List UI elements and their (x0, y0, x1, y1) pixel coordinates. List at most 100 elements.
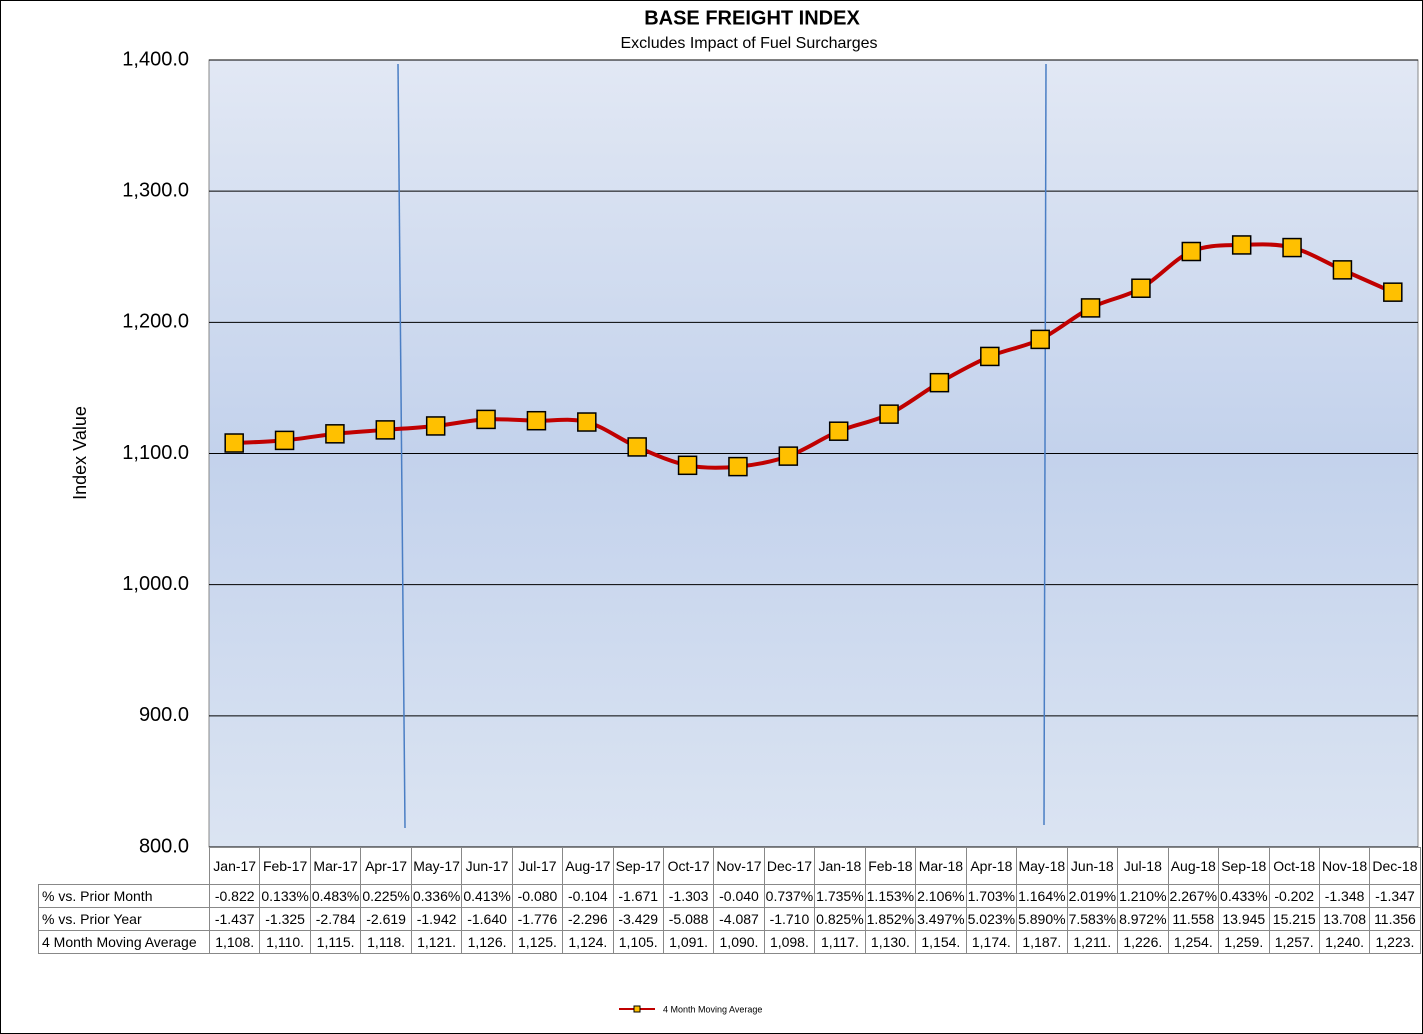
data-label: 1,117. (814, 930, 866, 954)
data-label: 1,098. (763, 930, 816, 954)
x-tick-label: May-17 (410, 847, 463, 885)
x-tick-label: Jun-17 (461, 847, 513, 885)
x-tick-label: Feb-18 (864, 847, 917, 885)
data-label: 1,108. (208, 930, 261, 954)
table-cell: -1.942 (410, 907, 463, 931)
table-cell: 1.703% (965, 884, 1018, 908)
data-point (476, 409, 496, 430)
x-tick-label: Jun-18 (1066, 847, 1119, 885)
table-cell: -0.040 (713, 884, 765, 908)
table-cell: -1.671 (612, 884, 664, 908)
data-table: Jan-17 Feb-17 Mar-17 Apr-17 May-17 Jun-17 Jul-… (38, 847, 1421, 954)
table-cell: -1.437 (208, 907, 261, 931)
data-point (425, 416, 446, 436)
x-tick-label: Jan-17 (208, 847, 261, 885)
data-point (879, 404, 899, 424)
data-point (778, 446, 799, 466)
data-point (929, 372, 950, 393)
x-tick-label: Oct-17 (662, 847, 715, 885)
data-point (526, 410, 547, 431)
x-tick-label: Nov-17 (713, 847, 765, 885)
x-tick-label: Feb-17 (259, 847, 311, 885)
table-cell: -1.325 (259, 907, 311, 931)
y-tick-label: 1,100.0 (122, 442, 189, 464)
data-label: 1,226. (1117, 930, 1169, 954)
series (224, 235, 1403, 477)
table-cell: -5.088 (662, 907, 715, 931)
table-cell: 1.852% (864, 907, 917, 931)
table-cell: 1.153% (864, 884, 917, 908)
data-label: 1,126. (461, 930, 513, 954)
table-cell: 8.972% (1117, 907, 1169, 931)
table-cell: 11.356 (1369, 907, 1421, 931)
table-cell: 3.497% (915, 907, 967, 931)
data-label: 1,125. (511, 930, 564, 954)
table-cell: 0.825% (814, 907, 866, 931)
data-label: 1,091. (662, 930, 715, 954)
chart-title: BASE FREIGHT INDEX (644, 7, 860, 29)
x-tick-label: Dec-18 (1369, 847, 1421, 885)
data-point (1131, 278, 1151, 298)
table-corner (39, 848, 210, 885)
data-point (1181, 241, 1202, 262)
table-cell: 0.483% (309, 884, 362, 908)
x-tick-label: Oct-18 (1268, 847, 1320, 885)
data-point (1030, 329, 1050, 350)
table-cell: -1.776 (511, 907, 564, 931)
table-cell: -1.303 (662, 884, 715, 908)
x-tick-label: Aug-17 (562, 847, 614, 885)
row-label: % vs. Prior Month (38, 884, 210, 908)
table-cell: 13.945 (1218, 907, 1270, 931)
y-axis-label: Index Value (70, 406, 90, 500)
row-label: 4 Month Moving Average (38, 930, 210, 954)
table-cell: 0.133% (259, 884, 311, 908)
table-cell: 7.583% (1066, 907, 1119, 931)
data-point (828, 421, 849, 441)
data-label: 1,130. (864, 930, 917, 954)
data-point (980, 346, 1000, 367)
table-row: % vs. Prior Month -0.822 0.133% 0.483% 0.225… (38, 884, 1421, 908)
x-tick-label: Sep-17 (612, 847, 664, 885)
x-tick-label: Sep-18 (1218, 847, 1270, 885)
table-cell: 2.267% (1167, 884, 1220, 908)
x-tick-label: May-18 (1016, 847, 1068, 885)
x-tick-label: Jul-18 (1117, 847, 1169, 885)
table-cell: 0.737% (763, 884, 816, 908)
table-row: 4 Month Moving Average 1,108. 1,110. 1,115.… (38, 930, 1421, 954)
data-label: 1,257. (1268, 930, 1320, 954)
table-cell: 0.433% (1218, 884, 1270, 908)
table-cell: -1.710 (763, 907, 816, 931)
table-cell: -0.104 (562, 884, 614, 908)
data-label: 1,118. (360, 930, 412, 954)
row-label: % vs. Prior Year (38, 907, 210, 931)
table-cell: -1.640 (461, 907, 513, 931)
data-point (274, 430, 295, 451)
table-cell: 1.164% (1016, 884, 1068, 908)
data-point (627, 437, 647, 457)
table-row: Jan-17 Feb-17 Mar-17 Apr-17 May-17 Jun-17 Jul-… (39, 847, 1421, 885)
table-cell: 15.215 (1268, 907, 1320, 931)
x-tick-label: Jan-18 (814, 847, 866, 885)
data-point (1080, 298, 1101, 318)
table-cell: 11.558 (1167, 907, 1220, 931)
y-tick-label: 1,300.0 (122, 179, 189, 201)
table-cell: 1.735% (814, 884, 866, 908)
data-point (224, 433, 244, 453)
data-point (325, 424, 345, 444)
x-tick-label: Dec-17 (763, 847, 816, 885)
x-tick-label: Mar-18 (915, 847, 967, 885)
data-label: 1,254. (1167, 930, 1220, 954)
data-label: 1,223. (1369, 930, 1421, 954)
y-tick-label: 900.0 (139, 704, 189, 726)
table-cell: -1.347 (1369, 884, 1421, 908)
data-point (1231, 235, 1252, 255)
table-cell: 2.019% (1066, 884, 1119, 908)
chart-subtitle: Excludes Impact of Fuel Surcharges (620, 35, 877, 52)
y-tick-label: 1,200.0 (122, 311, 189, 333)
x-tick-label: Nov-18 (1318, 847, 1371, 885)
table-cell: -0.822 (208, 884, 261, 908)
table-row: % vs. Prior Year -1.437 -1.325 -2.784 -2.619… (38, 907, 1421, 931)
data-point (577, 412, 597, 432)
table-cell: -0.202 (1268, 884, 1320, 908)
